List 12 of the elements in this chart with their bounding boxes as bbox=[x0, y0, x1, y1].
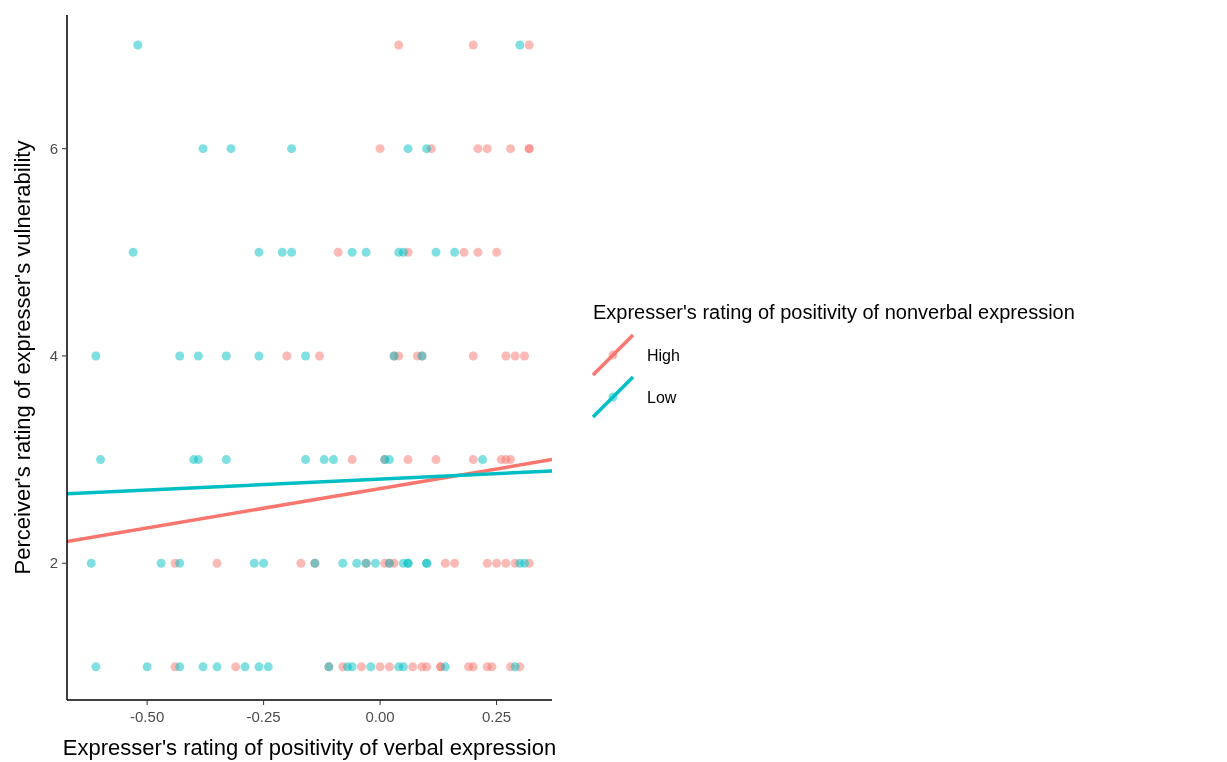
x-axis-title: Expresser's rating of positivity of verbal expression bbox=[62, 735, 557, 760]
x-tick-label: 0.25 bbox=[481, 708, 512, 725]
legend-title: Expresser's rating of positivity of nonverbal expression bbox=[593, 301, 1075, 323]
y-axis-title: Perceiver's rating of expresser's vulnerability bbox=[10, 140, 35, 575]
y-tick-label: 4 bbox=[49, 347, 58, 365]
legend-label: Low bbox=[647, 388, 677, 406]
y-tick-label: 6 bbox=[49, 139, 58, 157]
x-tick-label: -0.25 bbox=[246, 708, 281, 725]
x-tick-label: -0.50 bbox=[130, 708, 165, 725]
y-tick-label: 2 bbox=[49, 554, 58, 572]
x-tick-label: 0.00 bbox=[365, 708, 395, 725]
legend-label: High bbox=[647, 346, 680, 364]
